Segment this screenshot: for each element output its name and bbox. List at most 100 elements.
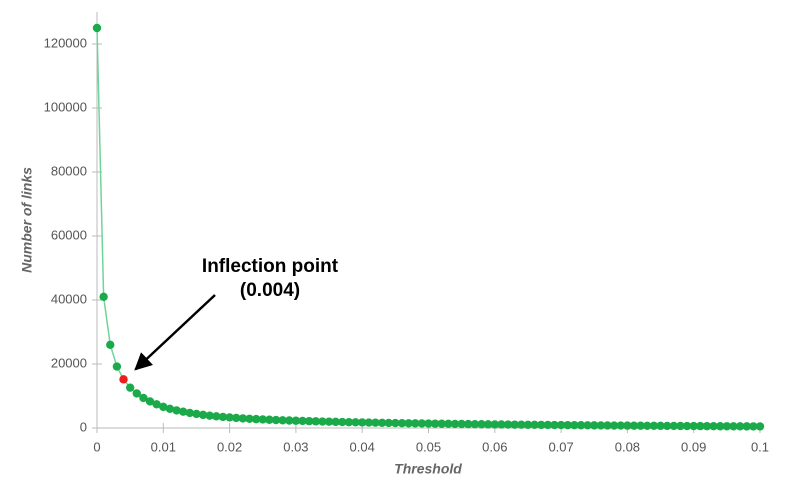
data-point [251,414,261,424]
x-tick-label: 0.03 [283,439,308,454]
data-point [311,417,320,426]
data-point [344,417,354,427]
data-point [749,422,758,431]
data-point [411,419,420,428]
data-point [232,413,241,423]
x-tick-label: 0.08 [615,439,640,454]
data-point [358,418,367,427]
data-point [450,419,460,429]
data-point [178,407,188,416]
data-point [304,416,314,426]
data-point [377,418,387,428]
data-point [629,421,639,430]
data-point [437,419,446,428]
y-axis-title: Number of links [19,167,35,273]
data-point [643,421,652,430]
data-point [106,340,115,349]
data-point [92,23,102,33]
data-point [119,375,128,384]
data-point [523,420,533,429]
data-point [245,414,254,423]
data-point [205,411,214,420]
data-point [324,417,334,426]
data-point [716,422,725,431]
data-point [132,389,141,398]
data-point [669,421,679,431]
data-point [238,414,248,423]
x-tick-label: 0.06 [482,439,507,454]
series-line [96,27,761,428]
y-tick-label: 40000 [51,291,87,306]
data-point [384,418,393,428]
data-point [537,420,546,430]
data-point [285,416,294,425]
data-point [271,415,281,425]
data-point [258,415,267,424]
data-point [623,421,632,430]
data-point [609,421,619,430]
data-point [676,421,685,431]
data-point [696,421,705,431]
data-point [682,421,692,431]
data-point [185,408,195,418]
data-point [424,419,433,428]
data-point [616,421,625,430]
data-point [742,422,751,431]
data-point [218,412,228,422]
x-tick-label: 0.1 [751,439,769,454]
data-point [192,409,201,419]
data-point [159,402,168,412]
data-point [457,419,466,429]
annotation-text: Inflection point [202,256,339,277]
data-point [530,420,539,430]
annotation-text: (0.004) [240,280,300,301]
data-point [464,419,473,429]
data-point [212,412,221,421]
data-point [722,422,732,431]
data-point [139,393,148,403]
y-tick-label: 0 [80,419,87,434]
data-point [351,418,360,427]
data-point [331,417,340,427]
data-point [152,400,161,409]
data-point [278,416,287,425]
data-point [570,421,579,430]
data-point [483,420,493,429]
data-point [636,421,645,430]
data-point [112,362,122,371]
y-tick-label: 120000 [44,35,87,50]
data-point [172,406,181,415]
x-tick-label: 0 [93,439,100,454]
data-point [510,420,519,429]
data-point [755,422,765,431]
y-tick-label: 60000 [51,227,87,242]
data-point [338,417,347,427]
data-point [583,421,592,430]
data-point [649,421,659,431]
x-tick-label: 0.01 [151,439,176,454]
data-point [371,418,380,427]
data-point [225,413,234,422]
data-point [576,421,586,430]
data-point [702,421,712,431]
y-tick-label: 100000 [44,99,87,114]
data-point [318,417,327,426]
data-point [298,416,307,426]
data-point [417,419,427,428]
data-point [198,410,208,420]
data-point [99,292,108,301]
data-point [497,420,506,429]
data-point [735,422,745,431]
annotation-arrow [134,294,216,371]
data-point [397,418,407,428]
data-point [543,420,553,430]
data-point [145,397,155,406]
data-point [490,420,499,429]
data-point [656,421,665,431]
data-point [550,420,559,430]
data-point [391,418,400,428]
data-point [563,420,572,430]
data-point [662,421,672,431]
data-point [364,418,374,427]
